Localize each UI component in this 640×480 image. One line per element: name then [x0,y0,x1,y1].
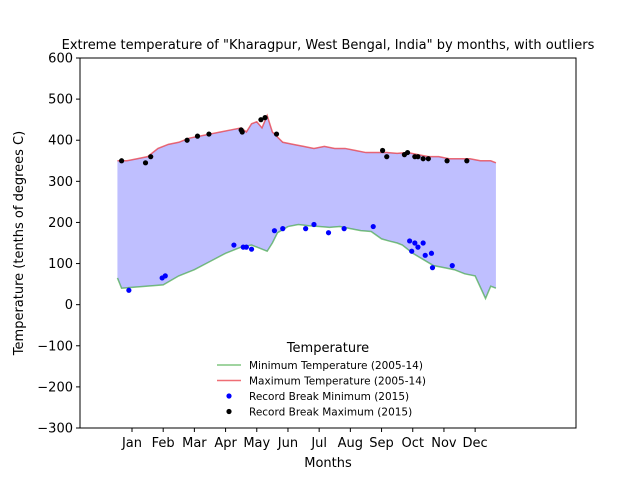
legend-dot-swatch [226,408,232,415]
legend-label: Maximum Temperature (2005-14) [249,375,426,387]
x-tick-label: Jun [277,436,298,451]
record-max-point [262,115,268,121]
y-tick-label: 500 [48,93,73,108]
x-tick-label: Mar [182,436,207,451]
plot-frame [79,57,577,429]
y-axis-label: Temperature (tenths of degrees C) [12,131,27,356]
x-tick-label: Sep [369,436,394,451]
record-min-point [243,244,249,250]
legend-label: Record Break Minimum (2015) [249,391,409,403]
record-max-point [118,158,125,164]
y-tick-label: −100 [37,339,73,354]
x-tick-label: Apr [214,436,237,451]
record-max-point [148,154,154,160]
range-fill [117,115,496,299]
record-min-point [409,248,415,254]
record-max-point [420,156,426,162]
min-max-range-fill [117,115,496,299]
min-temperature-line [116,223,497,301]
y-tick-label: 200 [48,216,73,231]
legend-title: Temperature [286,341,369,356]
record-min-point [449,263,455,269]
record-min-point [280,226,286,232]
record-max-point [415,154,421,160]
record-max-point [258,117,264,123]
plot-background [80,58,576,428]
y-tick-label: 300 [48,175,73,190]
y-tick-label: 600 [48,52,73,67]
record-min-point [407,238,413,244]
record-min-point [429,265,436,271]
x-axis-label: Months [304,456,352,471]
x-tick-label: Feb [152,436,175,451]
record-min-point [370,223,376,230]
record-max-point [464,158,470,164]
x-tick-label: Nov [431,436,457,451]
y-axis: −300 −200 −100 0 100 200 300 400 500 600 [37,52,80,437]
record-min-point [231,242,237,248]
legend-min-temperature: Minimum Temperature (2005-14) [217,360,423,372]
record-max-point [273,131,280,137]
record-min-point [422,252,428,258]
record-max-point [142,160,149,166]
legend-label: Record Break Maximum (2015) [249,406,412,418]
legend-max-temperature: Maximum Temperature (2005-14) [217,375,426,387]
x-tick-label: Oct [402,436,424,451]
record-min-point [311,221,317,228]
record-max-point [444,158,450,164]
legend-record-max: Record Break Maximum (2015) [226,406,412,418]
y-tick-label: 100 [48,257,73,272]
record-min-point [162,273,168,279]
record-min-point [415,244,421,250]
record-min-point [271,228,278,234]
plot-area [79,57,577,429]
record-max-point [184,137,190,143]
record-max-point [379,147,386,154]
record-max-point [404,149,411,156]
x-tick-label: Dec [463,436,488,451]
record-min-point [341,226,347,232]
record-max-point [425,156,431,162]
record-min-point [248,246,255,252]
x-tick-label: Jul [310,436,327,451]
record-min-point [412,240,418,246]
y-tick-label: −300 [37,422,73,437]
record-max-point [239,129,245,135]
x-tick-label: Jan [121,436,142,451]
chart-title: Extreme temperature of "Kharagpur, West … [62,38,595,53]
record-points [118,115,470,293]
record-min-point [325,230,332,236]
y-tick-label: −200 [37,380,73,395]
legend-record-min: Record Break Minimum (2015) [226,391,409,403]
record-max-point [194,133,201,139]
legend-label: Minimum Temperature (2005-14) [249,360,423,372]
record-min-point [303,226,309,232]
x-tick-label: May [243,436,270,451]
legend: Temperature Minimum Temperature (2005-14… [217,341,426,418]
y-tick-label: 0 [65,298,73,313]
record-max-point [206,131,212,137]
record-min-point [420,240,426,246]
legend-dot-swatch [226,393,232,399]
record-min-point [126,287,132,293]
record-min-point [428,250,435,256]
y-tick-label: 400 [48,134,73,149]
record-max-point [384,154,390,160]
x-axis: Jan Feb Mar Apr May Jun Jul Aug Sep Oct Nov Dec [121,428,488,451]
x-tick-label: Aug [338,436,363,451]
